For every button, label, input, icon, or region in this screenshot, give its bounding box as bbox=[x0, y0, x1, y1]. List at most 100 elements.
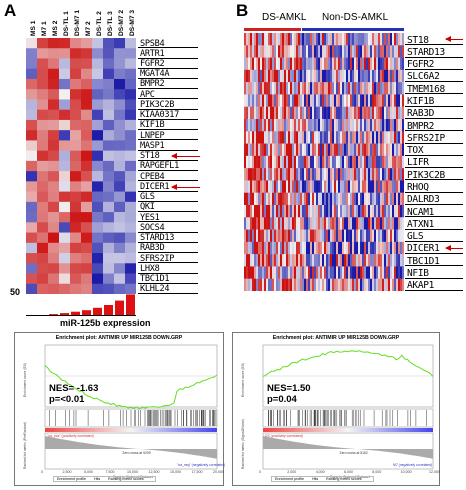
heatmap-cell bbox=[366, 180, 369, 193]
heatmap-cell bbox=[358, 254, 361, 267]
heatmap-cell bbox=[300, 82, 303, 95]
heatmap-cell bbox=[342, 180, 345, 193]
heatmap-cell bbox=[92, 160, 103, 172]
heatmap-cell bbox=[256, 82, 259, 95]
heatmap-cell bbox=[330, 94, 333, 107]
heatmap-cell bbox=[356, 192, 359, 206]
heatmap-cell bbox=[92, 191, 103, 203]
heatmap-cell bbox=[244, 229, 247, 243]
heatmap-cell bbox=[125, 171, 136, 182]
heatmap-cell bbox=[256, 254, 259, 267]
heatmap-cell bbox=[380, 119, 383, 132]
heatmap-cell bbox=[328, 229, 331, 243]
heatmap-cell bbox=[296, 69, 299, 83]
gene-label: RAPGEFL1 bbox=[140, 161, 179, 172]
heatmap-cell bbox=[26, 68, 37, 80]
heatmap-cell bbox=[332, 33, 335, 46]
gene-row-rule bbox=[138, 262, 198, 264]
heatmap-cell bbox=[336, 192, 339, 206]
heatmap-cell bbox=[388, 143, 391, 157]
heatmap-cell bbox=[314, 94, 317, 107]
heatmap-cell bbox=[320, 94, 323, 107]
heatmap-cell bbox=[248, 155, 251, 169]
heatmap-cell bbox=[316, 278, 319, 291]
heatmap-cell bbox=[125, 283, 136, 294]
heatmap-cell bbox=[372, 106, 375, 120]
heatmap-cell bbox=[298, 217, 301, 230]
heatmap-cell bbox=[352, 180, 355, 193]
heatmap-cell bbox=[338, 155, 341, 169]
heatmap-cell bbox=[282, 119, 285, 132]
heatmap-cell bbox=[284, 278, 287, 291]
heatmap-cell bbox=[264, 82, 267, 95]
heatmap-cell bbox=[354, 168, 357, 181]
heatmap-cell bbox=[48, 150, 59, 162]
heatmap-cell bbox=[358, 57, 361, 71]
heatmap-cell bbox=[81, 89, 92, 100]
heatmap-cell bbox=[103, 181, 114, 192]
heatmap-cell bbox=[370, 106, 373, 120]
heatmap-cell bbox=[378, 205, 381, 218]
heatmap-cell bbox=[386, 155, 389, 169]
heatmap-cell bbox=[266, 57, 269, 71]
heatmap-cell bbox=[400, 192, 403, 206]
heatmap-cell bbox=[280, 266, 283, 279]
heatmap-cell bbox=[252, 82, 255, 95]
heatmap-cell bbox=[304, 94, 307, 107]
heatmap-cell bbox=[306, 57, 309, 71]
gene-label: ST18 bbox=[140, 151, 160, 162]
heatmap-cell bbox=[260, 45, 263, 58]
heatmap-cell bbox=[322, 217, 325, 230]
heatmap-cell bbox=[300, 217, 303, 230]
heatmap-cell bbox=[254, 45, 257, 58]
heatmap-cell bbox=[246, 82, 249, 95]
heatmap-cell bbox=[324, 69, 327, 83]
heatmap-cell bbox=[103, 68, 114, 80]
heatmap-cell bbox=[310, 131, 313, 144]
heatmap-cell bbox=[26, 109, 37, 121]
heatmap-cell bbox=[346, 143, 349, 157]
heatmap-cell bbox=[362, 106, 365, 120]
heatmap-cell bbox=[298, 266, 301, 279]
heatmap-cell bbox=[288, 94, 291, 107]
heatmap-cell bbox=[125, 273, 136, 285]
heatmap-cell bbox=[366, 155, 369, 169]
heatmap-cell bbox=[368, 205, 371, 218]
heatmap-cell bbox=[322, 155, 325, 169]
heatmap-cell bbox=[310, 278, 313, 291]
heatmap-cell bbox=[400, 119, 403, 132]
heatmap-cell bbox=[280, 278, 283, 291]
heatmap-cell bbox=[304, 254, 307, 267]
heatmap-cell bbox=[392, 192, 395, 206]
positive-label: DS (positively correlated) bbox=[265, 434, 303, 438]
heatmap-cell bbox=[268, 266, 271, 279]
heatmap-cell bbox=[384, 106, 387, 120]
heatmap-cell bbox=[280, 106, 283, 120]
heatmap-cell bbox=[352, 205, 355, 218]
heatmap-cell bbox=[294, 33, 297, 46]
heatmap-cell bbox=[334, 131, 337, 144]
heatmap-cell bbox=[252, 241, 255, 255]
heatmap-cell bbox=[298, 33, 301, 46]
heatmap-cell bbox=[326, 192, 329, 206]
heatmap-cell bbox=[92, 109, 103, 121]
heatmap-cell bbox=[338, 57, 341, 71]
gene-row-rule bbox=[138, 67, 198, 69]
heatmap-cell bbox=[256, 168, 259, 181]
heatmap-cell bbox=[338, 192, 341, 206]
heatmap-cell bbox=[125, 222, 136, 233]
heatmap-cell bbox=[244, 57, 247, 71]
heatmap-cell bbox=[312, 278, 315, 291]
heatmap-cell bbox=[386, 143, 389, 157]
heatmap-cell bbox=[266, 106, 269, 120]
heatmap-cell bbox=[103, 171, 114, 182]
heatmap-cell bbox=[276, 229, 279, 243]
heatmap-cell bbox=[392, 168, 395, 181]
heatmap-cell bbox=[270, 106, 273, 120]
heatmap-cell bbox=[103, 109, 114, 121]
heatmap-cell bbox=[388, 241, 391, 255]
heatmap-cell bbox=[244, 180, 247, 193]
heatmap-cell bbox=[37, 48, 48, 59]
heatmap-cell bbox=[290, 254, 293, 267]
heatmap-cell bbox=[344, 155, 347, 169]
